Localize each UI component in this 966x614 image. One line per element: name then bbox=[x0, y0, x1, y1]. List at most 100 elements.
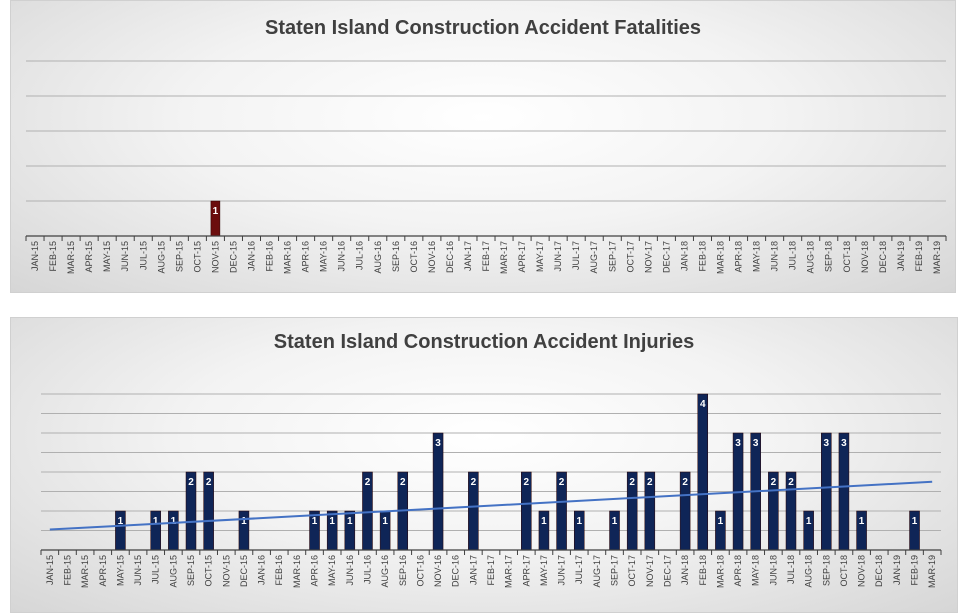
x-tick-label: JAN-16 bbox=[246, 241, 256, 271]
x-tick-label: APR-18 bbox=[733, 555, 743, 587]
x-tick-label: JUN-18 bbox=[768, 555, 778, 586]
x-tick-label: OCT-18 bbox=[842, 241, 852, 273]
x-tick-label: OCT-16 bbox=[409, 241, 419, 273]
x-tick-label: NOV-18 bbox=[857, 555, 867, 587]
data-label: 3 bbox=[841, 438, 847, 449]
x-tick-label: JUL-17 bbox=[571, 241, 581, 270]
data-label: 2 bbox=[771, 477, 777, 488]
x-tick-label: DEC-16 bbox=[451, 555, 461, 587]
x-tick-label: NOV-18 bbox=[860, 241, 870, 273]
x-tick-label: DEC-15 bbox=[228, 241, 238, 273]
x-tick-label: AUG-15 bbox=[156, 241, 166, 274]
x-tick-label: JUL-17 bbox=[574, 555, 584, 584]
x-tick-label: JAN-19 bbox=[896, 241, 906, 271]
x-tick-label: FEB-15 bbox=[48, 241, 58, 272]
x-tick-label: SEP-16 bbox=[391, 241, 401, 272]
x-tick-label: SEP-15 bbox=[174, 241, 184, 272]
x-tick-label: JAN-16 bbox=[257, 555, 267, 585]
x-tick-label: NOV-16 bbox=[427, 241, 437, 273]
fatalities-plot: 1 JAN-15 FEB-15 MAR-15 APR-15 MAY-15 JUN-15 JUL… bbox=[25, 60, 947, 274]
x-tick-label: OCT-18 bbox=[839, 555, 849, 587]
x-tick-label: JAN-19 bbox=[892, 555, 902, 585]
x-tick-label: MAR-17 bbox=[499, 241, 509, 274]
x-tick-label: SEP-17 bbox=[610, 555, 620, 586]
x-tick-label: JUL-16 bbox=[355, 241, 365, 270]
x-tick-label: MAR-18 bbox=[716, 241, 726, 274]
bar bbox=[432, 432, 444, 551]
x-tick-label: MAR-15 bbox=[66, 241, 76, 274]
x-tick-label: JAN-18 bbox=[680, 555, 690, 585]
data-label: 2 bbox=[524, 477, 530, 488]
x-tick-label: JUN-17 bbox=[553, 241, 563, 272]
bar bbox=[838, 432, 850, 551]
x-tick-label: JAN-15 bbox=[45, 555, 55, 585]
data-label: 1 bbox=[382, 516, 388, 527]
x-tick-label: NOV-15 bbox=[221, 555, 231, 587]
x-tick-label: JUN-15 bbox=[133, 555, 143, 586]
x-tick-label: FEB-18 bbox=[697, 241, 707, 272]
x-tick-label: MAY-18 bbox=[752, 241, 762, 272]
x-tick-label: AUG-15 bbox=[168, 555, 178, 588]
x-tick-label: OCT-15 bbox=[192, 241, 202, 273]
trendline bbox=[49, 480, 933, 531]
x-tick-label: JUN-17 bbox=[557, 555, 567, 586]
x-tick-label: MAY-17 bbox=[539, 555, 549, 586]
data-label: 3 bbox=[824, 438, 830, 449]
x-tick-label: JAN-18 bbox=[679, 241, 689, 271]
data-label: 1 bbox=[347, 516, 353, 527]
data-label: 2 bbox=[682, 477, 688, 488]
x-tick-label: AUG-16 bbox=[373, 241, 383, 274]
x-tick-label: JUL-18 bbox=[788, 241, 798, 270]
data-label: 2 bbox=[788, 477, 794, 488]
x-tick-label: APR-17 bbox=[517, 241, 527, 273]
data-label: 1 bbox=[153, 516, 159, 527]
x-tick-label: OCT-17 bbox=[625, 241, 635, 273]
data-label: 1 bbox=[541, 516, 547, 527]
data-label: 1 bbox=[241, 516, 247, 527]
x-tick-label: SEP-18 bbox=[824, 241, 834, 272]
x-tick-label: NOV-17 bbox=[645, 555, 655, 587]
x-tick-label: JUL-15 bbox=[138, 241, 148, 270]
x-tick-label: JUL-16 bbox=[362, 555, 372, 584]
x-tick-label: APR-17 bbox=[521, 555, 531, 587]
x-tick-label: FEB-17 bbox=[486, 555, 496, 586]
x-tick-label: MAY-16 bbox=[327, 555, 337, 586]
data-label: 1 bbox=[118, 516, 124, 527]
data-label: 2 bbox=[365, 477, 371, 488]
x-tick-label: MAR-17 bbox=[504, 555, 514, 588]
data-label: 3 bbox=[735, 438, 741, 449]
chart-title: Staten Island Construction Accident Inju… bbox=[273, 331, 695, 353]
x-tick-label: APR-16 bbox=[310, 555, 320, 587]
x-tick-label: FEB-16 bbox=[274, 555, 284, 586]
x-tick-label: OCT-16 bbox=[415, 555, 425, 587]
x-tick-label: AUG-16 bbox=[380, 555, 390, 588]
x-tick-label: JAN-17 bbox=[463, 241, 473, 271]
x-tick-label: MAR-16 bbox=[283, 241, 293, 274]
data-label: 1 bbox=[806, 516, 812, 527]
x-tick-label: FEB-19 bbox=[914, 241, 924, 272]
x-tick-label: DEC-17 bbox=[662, 555, 672, 587]
x-tick-label: MAY-18 bbox=[751, 555, 761, 586]
x-tick-label: DEC-18 bbox=[874, 555, 884, 587]
x-tick-label: MAY-15 bbox=[115, 555, 125, 586]
x-tick-label: SEP-17 bbox=[607, 241, 617, 272]
data-label: 1 bbox=[859, 516, 865, 527]
x-tick-label: MAR-15 bbox=[80, 555, 90, 588]
data-label: 1 bbox=[171, 516, 177, 527]
data-label: 1 bbox=[329, 516, 335, 527]
x-tick-label: MAR-18 bbox=[715, 555, 725, 588]
data-label: 1 bbox=[312, 516, 318, 527]
x-tick-label: JUL-15 bbox=[151, 555, 161, 584]
bar bbox=[697, 393, 709, 551]
x-tick-label: SEP-15 bbox=[186, 555, 196, 586]
x-tick-label: FEB-19 bbox=[910, 555, 920, 586]
data-label: 2 bbox=[400, 477, 406, 488]
data-label: 3 bbox=[753, 438, 759, 449]
fatalities-chart: Staten Island Construction Accident Fata… bbox=[10, 0, 956, 293]
x-tick-label: DEC-17 bbox=[661, 241, 671, 273]
x-tick-label: APR-15 bbox=[84, 241, 94, 273]
x-tick-label: MAY-17 bbox=[535, 241, 545, 272]
x-tick-label: JAN-15 bbox=[30, 241, 40, 271]
x-tick-label: FEB-16 bbox=[265, 241, 275, 272]
